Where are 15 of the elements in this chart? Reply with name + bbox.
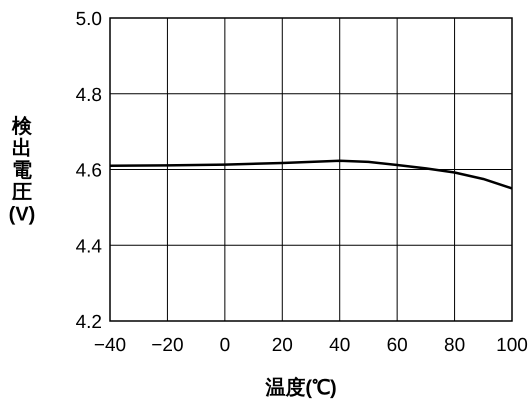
y-tick-label: 4.4 — [76, 236, 102, 258]
x-tick-label: 60 — [386, 335, 408, 356]
y-tick-label: 4.6 — [76, 160, 102, 182]
y-tick-label: 5.0 — [76, 9, 102, 30]
y-axis-title: 検出電圧(V) — [8, 116, 36, 226]
y-tick-label: 4.8 — [76, 84, 102, 106]
x-tick-label: 0 — [220, 335, 230, 356]
x-tick-label: 40 — [329, 335, 350, 356]
x-axis-title: 温度(℃) — [264, 376, 337, 399]
x-tick-label: 100 — [496, 335, 528, 356]
x-tick-label: −40 — [94, 335, 126, 356]
y-tick-label: 4.2 — [76, 312, 102, 333]
x-tick-label: 20 — [272, 335, 293, 356]
x-tick-label: 80 — [444, 335, 466, 356]
x-tick-label: −20 — [151, 335, 184, 356]
